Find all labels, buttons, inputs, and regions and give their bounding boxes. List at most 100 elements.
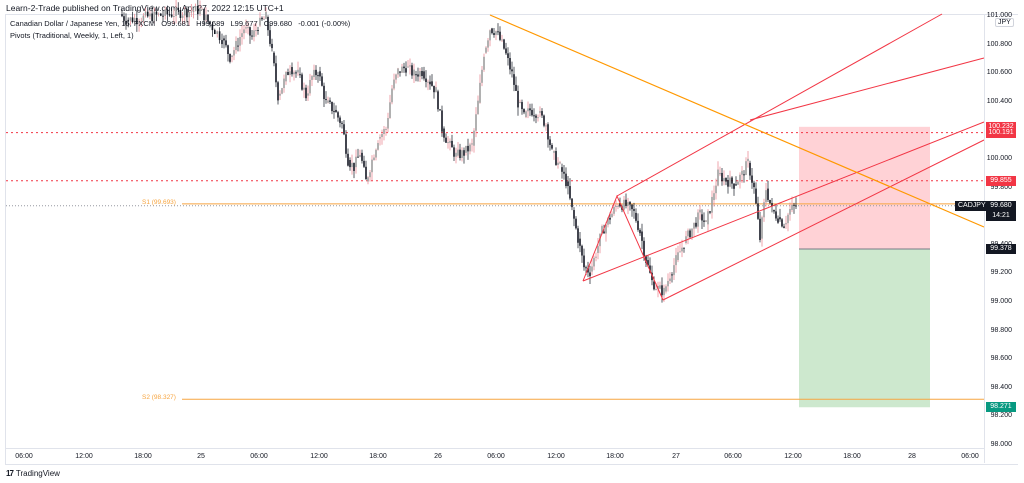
time-axis[interactable]: 06:00 12:00 18:00 25 06:00 12:00 18:00 26 06:00 1… <box>5 448 985 464</box>
candle-body <box>683 247 685 249</box>
candle-body <box>597 246 599 253</box>
candle-body <box>333 111 335 113</box>
candle-body <box>421 71 423 77</box>
candle-body <box>469 144 471 152</box>
price-tick-label: 98.800 <box>990 326 1012 334</box>
candle-body <box>499 31 501 40</box>
candle-body <box>485 47 487 53</box>
tradingview-logo-icon: 17 <box>6 469 14 478</box>
candle-body <box>695 222 697 227</box>
candle-body <box>587 267 589 273</box>
candle-body <box>547 124 549 140</box>
candle-body <box>267 17 269 31</box>
candle-body <box>735 184 737 186</box>
candle-body <box>705 220 707 222</box>
candle-body <box>277 82 279 101</box>
candle-body <box>745 161 747 176</box>
price-tick-label: 100.400 <box>986 97 1012 105</box>
candle-body <box>371 159 373 173</box>
candle-body <box>323 85 325 100</box>
candle-body <box>781 219 783 227</box>
candle-body <box>579 238 581 246</box>
candle-body <box>425 78 427 83</box>
candle-body <box>307 93 309 96</box>
candle-body <box>607 217 609 225</box>
candle-body <box>393 79 395 89</box>
candle-body <box>747 158 749 162</box>
candle-body <box>339 117 341 123</box>
candle-body <box>353 162 355 171</box>
candle-body <box>375 149 377 158</box>
time-tick-label: 18:00 <box>134 453 152 460</box>
candle-body <box>479 82 481 103</box>
chart-pane[interactable] <box>5 14 1018 465</box>
candle-body <box>329 100 331 102</box>
candle-body <box>173 16 175 18</box>
candle-body <box>765 190 767 203</box>
candle-body <box>721 172 723 182</box>
candle-body <box>249 27 251 36</box>
price-tick-label: 98.000 <box>990 441 1012 448</box>
price-tick-label: 99.800 <box>990 183 1012 191</box>
candle-body <box>519 102 521 104</box>
candle-body <box>439 109 441 111</box>
candle-body <box>525 111 527 118</box>
candle-body <box>689 230 691 238</box>
descending-trendline <box>489 14 985 228</box>
candle-body <box>623 199 625 210</box>
candle-body <box>383 129 385 135</box>
candle-body <box>553 151 555 153</box>
candle-body <box>787 214 789 224</box>
last-price-value: 99.680 <box>990 201 1012 209</box>
time-tick-label: 18:00 <box>369 453 387 460</box>
candle-body <box>483 56 485 70</box>
price-tick-label: 99.200 <box>990 269 1012 277</box>
price-tick-label: 98.200 <box>990 412 1012 420</box>
ohlc-open: O99.681 <box>161 19 190 28</box>
candle-body <box>313 69 315 78</box>
candle-body <box>613 206 615 214</box>
candle-body <box>543 115 545 126</box>
candle-body <box>653 281 655 290</box>
candle-body <box>639 229 641 234</box>
candle-body <box>755 188 757 204</box>
candle-body <box>681 247 683 252</box>
candle-body <box>218 31 221 41</box>
candle-body <box>271 43 273 49</box>
price-tick-label: 99.000 <box>990 298 1012 305</box>
candle-body <box>577 228 579 243</box>
candle-body <box>287 72 289 75</box>
candle-body <box>761 217 763 239</box>
candle-body <box>737 181 739 185</box>
candle-body <box>389 102 391 118</box>
candle-body <box>247 27 249 29</box>
candle-body <box>779 217 781 220</box>
candle-body <box>433 85 435 93</box>
candle-body <box>337 112 339 118</box>
indicator-legend-row: Pivots (Traditional, Weekly, 1, Left, 1) <box>10 31 134 40</box>
candle-body <box>164 9 166 16</box>
candle-body <box>355 156 357 168</box>
candle-body <box>731 177 733 184</box>
candle-body <box>142 15 145 22</box>
candle-body <box>162 15 164 17</box>
candle-body <box>181 15 184 18</box>
ohlc-high: H99.689 <box>196 19 225 28</box>
candle-body <box>589 272 591 277</box>
candle-body <box>435 87 437 93</box>
candle-body <box>663 287 665 296</box>
candle-body <box>615 205 617 207</box>
candle-body <box>571 198 573 208</box>
candle-body <box>199 8 201 15</box>
candle-body <box>188 11 190 18</box>
candle-body <box>399 71 401 73</box>
candle-body <box>593 257 595 267</box>
candle-body <box>227 45 229 55</box>
candle-body <box>170 14 173 17</box>
candle-body <box>717 169 719 186</box>
candle-body <box>221 40 223 45</box>
channel-upper-line <box>616 13 943 197</box>
currency-badge[interactable]: JPY <box>995 18 1014 27</box>
candle-body <box>507 53 509 59</box>
